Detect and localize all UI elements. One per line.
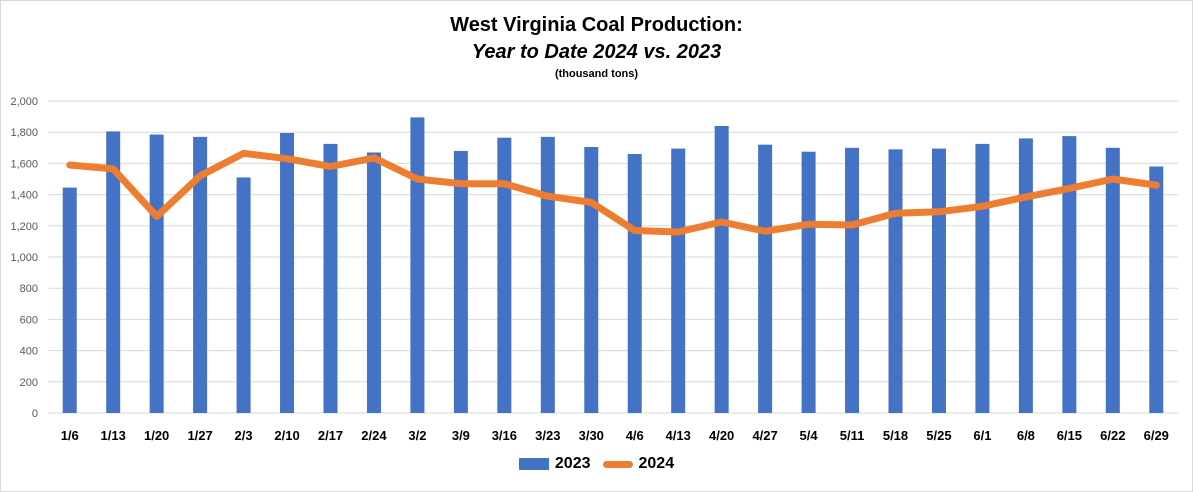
x-tick-label: 5/25: [926, 428, 951, 443]
y-tick-label: 600: [20, 314, 38, 326]
x-tick-label: 2/3: [235, 428, 253, 443]
bar-2023: [540, 136, 555, 413]
bar-2023: [801, 151, 816, 413]
x-tick-label: 6/1: [973, 428, 991, 443]
y-tick-label: 800: [20, 283, 38, 295]
bar-2023: [62, 187, 77, 413]
bar-2023: [584, 147, 599, 413]
x-tick-label: 1/20: [144, 428, 169, 443]
x-tick-label: 4/27: [752, 428, 777, 443]
chart-subtitle: Year to Date 2024 vs. 2023: [471, 41, 722, 63]
bar-2023: [149, 134, 164, 414]
bar-2023: [497, 137, 512, 413]
y-tick-label: 1,400: [10, 190, 38, 202]
line-2024: [66, 149, 1160, 236]
x-tick-label: 6/8: [1017, 428, 1035, 443]
x-tick-label: 2/10: [274, 428, 299, 443]
legend-item-2023: 2023: [518, 455, 591, 473]
x-tick-label: 5/4: [800, 428, 819, 443]
x-tick-label: 3/30: [579, 428, 604, 443]
bar-2023: [714, 125, 729, 414]
chart-legend: 2023 2024: [0, 455, 1193, 473]
x-tick-label: 6/29: [1144, 428, 1169, 443]
legend-swatch-2023: [518, 458, 549, 470]
bar-2023: [193, 136, 208, 413]
y-tick-label: 0: [32, 408, 38, 420]
bar-2023: [931, 148, 946, 413]
bar-2023: [366, 152, 381, 414]
bar-2023: [106, 131, 121, 414]
x-tick-label: 5/18: [883, 428, 908, 443]
bar-2023: [758, 144, 773, 413]
bar-2023: [410, 117, 425, 413]
x-tick-label: 3/23: [535, 428, 560, 443]
bar-2023: [1105, 147, 1120, 414]
x-tick-label: 2/17: [318, 428, 343, 443]
bar-2023: [1149, 166, 1164, 413]
x-tick-label: 6/22: [1100, 428, 1125, 443]
x-tick-label: 1/6: [61, 428, 79, 443]
chart-title-block: West Virginia Coal Production: Year to D…: [0, 12, 1193, 82]
x-tick-label: 1/27: [187, 428, 212, 443]
y-tick-label: 2,000: [10, 96, 38, 108]
y-tick-label: 1,200: [10, 221, 38, 233]
x-tick-label: 3/2: [408, 428, 426, 443]
bar-2023: [453, 150, 468, 414]
bar-2023: [1018, 138, 1033, 413]
legend-swatch-2024: [602, 460, 633, 468]
x-tick-label: 4/6: [626, 428, 644, 443]
bar-2023: [671, 148, 686, 413]
x-tick-label: 4/13: [666, 428, 691, 443]
x-tick-label: 3/16: [492, 428, 517, 443]
bar-2023: [236, 177, 251, 413]
bar-2023: [280, 132, 295, 414]
bar-2023: [845, 147, 860, 414]
x-tick-label: 1/13: [101, 428, 126, 443]
bar-2023: [627, 154, 642, 414]
x-tick-label: 3/9: [452, 428, 470, 443]
chart-units-note: (thousand tons): [554, 68, 639, 80]
bar-2023: [323, 143, 338, 413]
bar-2023: [888, 149, 903, 414]
x-tick-label: 4/20: [709, 428, 734, 443]
chart-title: West Virginia Coal Production:: [450, 14, 743, 36]
y-tick-label: 1,000: [10, 252, 38, 264]
y-tick-label: 400: [20, 346, 38, 358]
legend-label-2024: 2024: [638, 455, 675, 472]
x-tick-label: 5/11: [840, 428, 865, 443]
legend-item-2024: 2024: [602, 455, 675, 473]
bar-2023: [1062, 136, 1077, 413]
legend-label-2023: 2023: [554, 455, 591, 472]
y-tick-label: 1,800: [10, 127, 38, 139]
bar-2023: [975, 143, 990, 413]
x-tick-label: 6/15: [1057, 428, 1082, 443]
y-tick-label: 1,600: [10, 158, 38, 170]
x-tick-label: 2/24: [361, 428, 387, 443]
y-tick-label: 200: [20, 377, 38, 389]
